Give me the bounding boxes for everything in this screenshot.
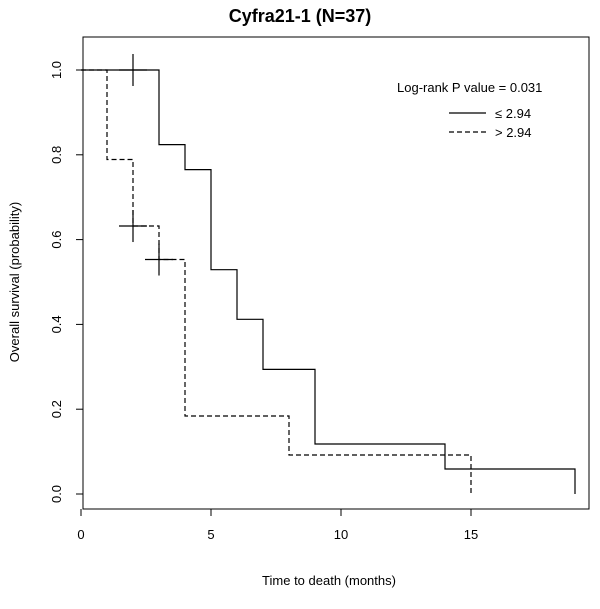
y-tick-label: 0.6 bbox=[49, 231, 64, 249]
chart-title: Cyfra21-1 (N=37) bbox=[228, 6, 372, 26]
logrank-annotation: Log-rank P value = 0.031 bbox=[397, 80, 542, 95]
y-tick-label: 0.4 bbox=[49, 315, 64, 333]
legend-entry: > 2.94 bbox=[495, 125, 532, 140]
y-tick-label: 0.8 bbox=[49, 146, 64, 164]
y-tick-label: 0.0 bbox=[49, 485, 64, 503]
x-tick-label: 10 bbox=[334, 527, 348, 542]
legend-entry: ≤ 2.94 bbox=[495, 106, 531, 121]
x-tick-label: 0 bbox=[77, 527, 84, 542]
y-axis-label: Overall survival (probability) bbox=[7, 202, 22, 362]
x-axis-label: Time to death (months) bbox=[262, 573, 396, 588]
survival-curve-high bbox=[81, 69, 472, 494]
y-tick-label: 1.0 bbox=[49, 61, 64, 79]
x-tick-label: 15 bbox=[464, 527, 478, 542]
x-tick-label: 5 bbox=[207, 527, 214, 542]
y-tick-label: 0.2 bbox=[49, 400, 64, 418]
survival-curve-low bbox=[81, 69, 576, 494]
plot-frame bbox=[82, 36, 590, 510]
